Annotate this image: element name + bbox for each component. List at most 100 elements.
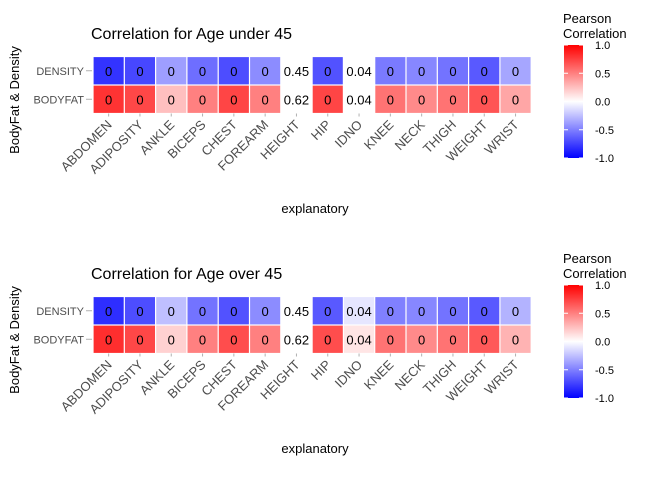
y-tick-label: DENSITY xyxy=(36,306,84,318)
heatmap-cell xyxy=(250,325,281,353)
cell-value-label: 0 xyxy=(481,332,488,347)
y-tick-label: BODYFAT xyxy=(33,334,84,346)
cell-value-label: 0 xyxy=(105,92,112,107)
x-tick-label: KNEE xyxy=(361,117,397,153)
heatmap-cell xyxy=(156,297,187,325)
cell-value-label: 0 xyxy=(230,92,237,107)
x-tick-label: WRIST xyxy=(481,357,521,397)
cell-value-label: 0.45 xyxy=(284,64,309,79)
heatmap-cell xyxy=(124,297,155,325)
cell-value-label: 0 xyxy=(481,92,488,107)
heatmap-cell xyxy=(375,57,406,85)
cell-value-label: 0 xyxy=(481,64,488,79)
heatmap-cell xyxy=(437,325,468,353)
cell-value-label: 0 xyxy=(230,332,237,347)
heatmap-cell xyxy=(500,85,531,113)
cell-value-label: 0 xyxy=(168,304,175,319)
cell-value-label: 0 xyxy=(262,92,269,107)
heatmap-cell xyxy=(406,85,437,113)
cell-value-label: 0.04 xyxy=(346,332,371,347)
cell-value-label: 0 xyxy=(168,64,175,79)
cell-value-label: 0 xyxy=(418,64,425,79)
heatmap-cell xyxy=(344,325,375,353)
heatmap-cell xyxy=(124,57,155,85)
legend-tick-label: -0.5 xyxy=(595,125,614,137)
y-axis-title: BodyFat & Density xyxy=(7,286,22,394)
heatmap-cell xyxy=(218,325,249,353)
legend-tick-label: -1.0 xyxy=(595,153,614,165)
cell-value-label: 0 xyxy=(449,332,456,347)
heatmap-cell xyxy=(93,297,124,325)
cell-value-label: 0 xyxy=(168,332,175,347)
heatmap-cell xyxy=(93,325,124,353)
cell-value-label: 0 xyxy=(512,304,519,319)
chart-title: Correlation for Age under 45 xyxy=(91,26,292,43)
legend-tick-label: -1.0 xyxy=(595,393,614,405)
heatmap-cell xyxy=(375,297,406,325)
heatmap-cell xyxy=(344,57,375,85)
heatmap-cell xyxy=(124,85,155,113)
heatmap-cell xyxy=(437,297,468,325)
cell-value-label: 0 xyxy=(512,64,519,79)
legend-tick-label: 1.0 xyxy=(595,40,610,52)
heatmap-cell xyxy=(250,57,281,85)
x-tick-label: WRIST xyxy=(481,117,521,157)
legend-colorbar xyxy=(564,285,583,398)
cell-value-label: 0 xyxy=(449,64,456,79)
heatmap-cell xyxy=(218,297,249,325)
cell-value-label: 0 xyxy=(324,92,331,107)
heatmap-cell xyxy=(500,297,531,325)
heatmap-cell xyxy=(250,85,281,113)
legend-title: Pearson Correlation xyxy=(563,11,627,41)
legend-colorbar xyxy=(564,45,583,158)
heatmap-cell xyxy=(312,297,343,325)
legend-tick-label: -0.5 xyxy=(595,365,614,377)
heatmap-cell xyxy=(187,57,218,85)
cell-value-label: 0 xyxy=(418,332,425,347)
legend-tick-label: 0.5 xyxy=(595,308,610,320)
cell-value-label: 0.62 xyxy=(284,92,309,107)
cell-value-label: 0 xyxy=(136,92,143,107)
heatmap-cell xyxy=(406,57,437,85)
heatmap-panel-1: Correlation for Age under 45 BodyFat & De… xyxy=(7,11,627,216)
cell-value-label: 0 xyxy=(199,304,206,319)
cell-value-label: 0 xyxy=(387,92,394,107)
cell-value-label: 0 xyxy=(324,304,331,319)
heatmap-cell xyxy=(469,297,500,325)
heatmap-cell xyxy=(187,325,218,353)
heatmap-cell xyxy=(437,85,468,113)
heatmap-cell xyxy=(93,85,124,113)
cell-value-label: 0 xyxy=(387,304,394,319)
heatmap-cell xyxy=(281,297,312,325)
cell-value-label: 0 xyxy=(449,92,456,107)
heatmap-cell xyxy=(124,325,155,353)
cell-value-label: 0.04 xyxy=(346,64,371,79)
cell-value-label: 0 xyxy=(136,332,143,347)
cell-value-label: 0 xyxy=(262,304,269,319)
y-axis-title: BodyFat & Density xyxy=(7,46,22,154)
heatmap-cell xyxy=(250,297,281,325)
cell-value-label: 0 xyxy=(105,304,112,319)
heatmap-cell xyxy=(437,57,468,85)
cell-value-label: 0 xyxy=(230,304,237,319)
cell-value-label: 0 xyxy=(199,92,206,107)
heatmap-cell xyxy=(344,85,375,113)
heatmap-cell xyxy=(281,85,312,113)
heatmap-cell xyxy=(469,85,500,113)
cell-value-label: 0 xyxy=(387,332,394,347)
cell-value-label: 0 xyxy=(230,64,237,79)
cell-value-label: 0 xyxy=(324,332,331,347)
heatmap-cell xyxy=(375,325,406,353)
x-tick-label: HIP xyxy=(308,357,334,383)
cell-value-label: 0 xyxy=(105,64,112,79)
heatmap-cell xyxy=(281,57,312,85)
heatmap-cell xyxy=(156,85,187,113)
legend-tick-label: 1.0 xyxy=(595,280,610,292)
heatmap-cell xyxy=(500,325,531,353)
cell-value-label: 0 xyxy=(105,332,112,347)
cell-value-label: 0.62 xyxy=(284,332,309,347)
heatmap-cell xyxy=(312,85,343,113)
